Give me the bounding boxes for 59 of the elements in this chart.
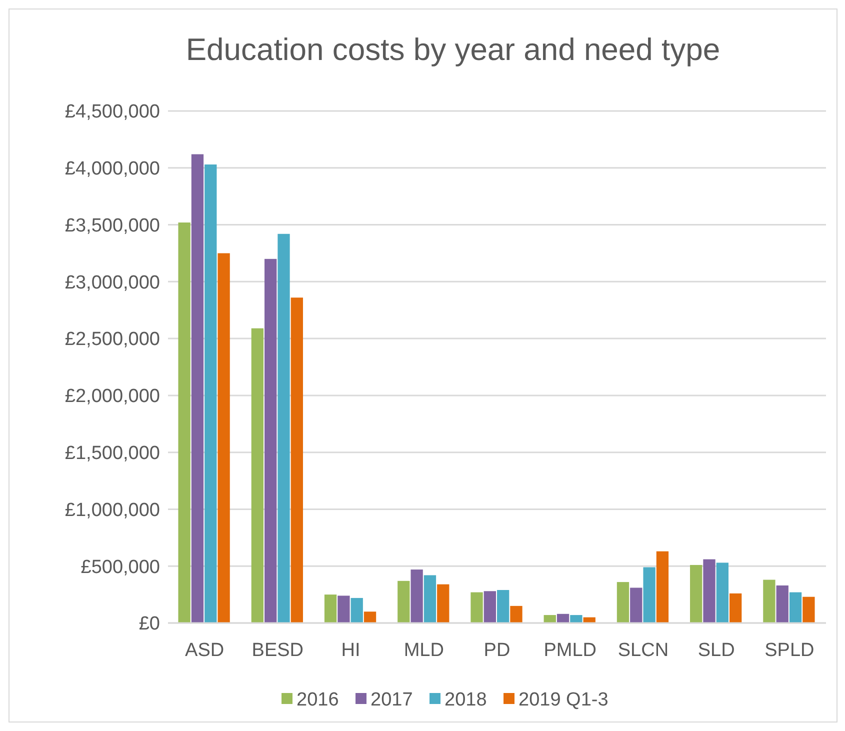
bar (656, 551, 669, 623)
bar (484, 591, 496, 623)
chart-title: Education costs by year and need type (186, 32, 720, 67)
y-tick-label: £2,500,000 (64, 329, 160, 350)
y-tick-label: £0 (138, 614, 160, 635)
x-tick-label: ASD (185, 640, 224, 661)
bar (630, 588, 642, 623)
bar (544, 615, 556, 623)
y-tick-label: £500,000 (80, 556, 160, 578)
x-tick-label: SLCN (618, 640, 669, 661)
bar (251, 328, 264, 623)
bar (191, 154, 204, 623)
x-tick-label: PD (484, 640, 510, 661)
legend-label: 2018 (444, 690, 487, 711)
bar (729, 593, 742, 623)
bar (398, 580, 410, 623)
bar (470, 592, 483, 623)
x-tick-label: MLD (404, 640, 444, 661)
bar (616, 582, 630, 623)
legend-label: 2019 Q1-3 (518, 690, 608, 711)
bar (510, 606, 522, 623)
y-tick-label: £1,500,000 (64, 442, 160, 464)
bar (218, 253, 230, 623)
bar (497, 590, 510, 623)
legend-label: 2016 (296, 690, 339, 711)
bar (278, 234, 290, 623)
x-tick-label: SPLD (764, 640, 814, 661)
y-tick-label: £2,000,000 (64, 386, 160, 408)
bar (350, 598, 363, 623)
bar (776, 585, 788, 623)
legend-label: 2017 (370, 690, 413, 711)
bar (643, 567, 656, 623)
bar (716, 562, 728, 623)
y-tick-label: £3,000,000 (64, 272, 160, 294)
bar (703, 559, 716, 623)
y-tick-label: £1,000,000 (64, 500, 160, 521)
bar (690, 564, 702, 623)
x-tick-label: SLD (698, 640, 735, 661)
bar (802, 596, 815, 623)
bar (204, 164, 217, 623)
bar (410, 570, 423, 623)
bar (437, 584, 450, 623)
x-tick-label: PMLD (544, 640, 597, 661)
bar (424, 575, 436, 623)
y-tick-label: £4,000,000 (64, 158, 160, 180)
y-tick-label: £4,500,000 (64, 102, 160, 123)
y-tick-label: £3,500,000 (64, 215, 160, 236)
bar (364, 612, 376, 623)
bar (178, 222, 190, 623)
bar (338, 596, 350, 623)
bar (290, 298, 303, 623)
x-tick-label: HI (341, 640, 360, 661)
bar (570, 615, 582, 623)
bar (324, 594, 337, 623)
bar (763, 580, 776, 623)
bar (264, 258, 277, 623)
bar (789, 592, 802, 623)
bar (556, 614, 570, 623)
x-tick-label: BESD (252, 640, 304, 661)
